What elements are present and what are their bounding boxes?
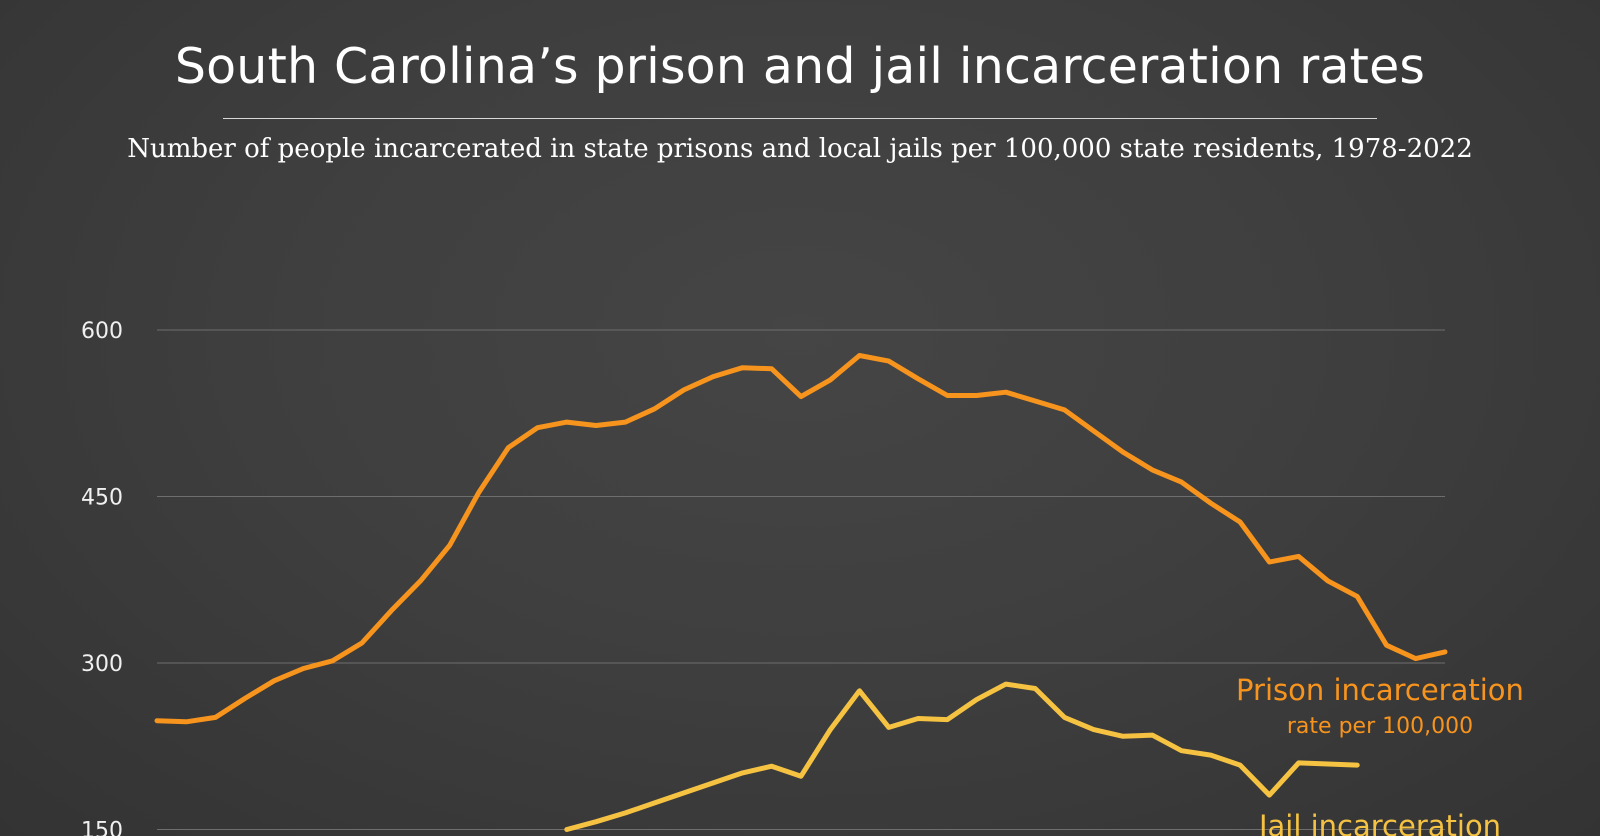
grid-lines: [157, 329, 1445, 830]
series-labels: Prison incarceration rate per 100,000 Jail…: [1236, 673, 1524, 836]
title-divider: [223, 118, 1377, 119]
y-tick-label-150: 150: [81, 819, 123, 836]
prison-series-label: Prison incarceration: [1236, 673, 1524, 707]
chart-title: South Carolina’s prison and jail incarce…: [174, 38, 1426, 95]
y-tick-label-600: 600: [81, 319, 123, 344]
series-line-prison: [154, 353, 1448, 725]
chart-subtitle: Number of people incarcerated in state p…: [127, 134, 1473, 164]
jail-series-label: Jail incarceration: [1257, 809, 1501, 836]
y-axis-ticks: 150 300 450 600: [81, 319, 123, 836]
y-tick-label-300: 300: [81, 652, 123, 677]
y-tick-label-450: 450: [81, 486, 123, 511]
prison-series-sublabel: rate per 100,000: [1287, 714, 1473, 739]
series-line-jail: [564, 681, 1360, 832]
series-lines: [154, 353, 1448, 832]
